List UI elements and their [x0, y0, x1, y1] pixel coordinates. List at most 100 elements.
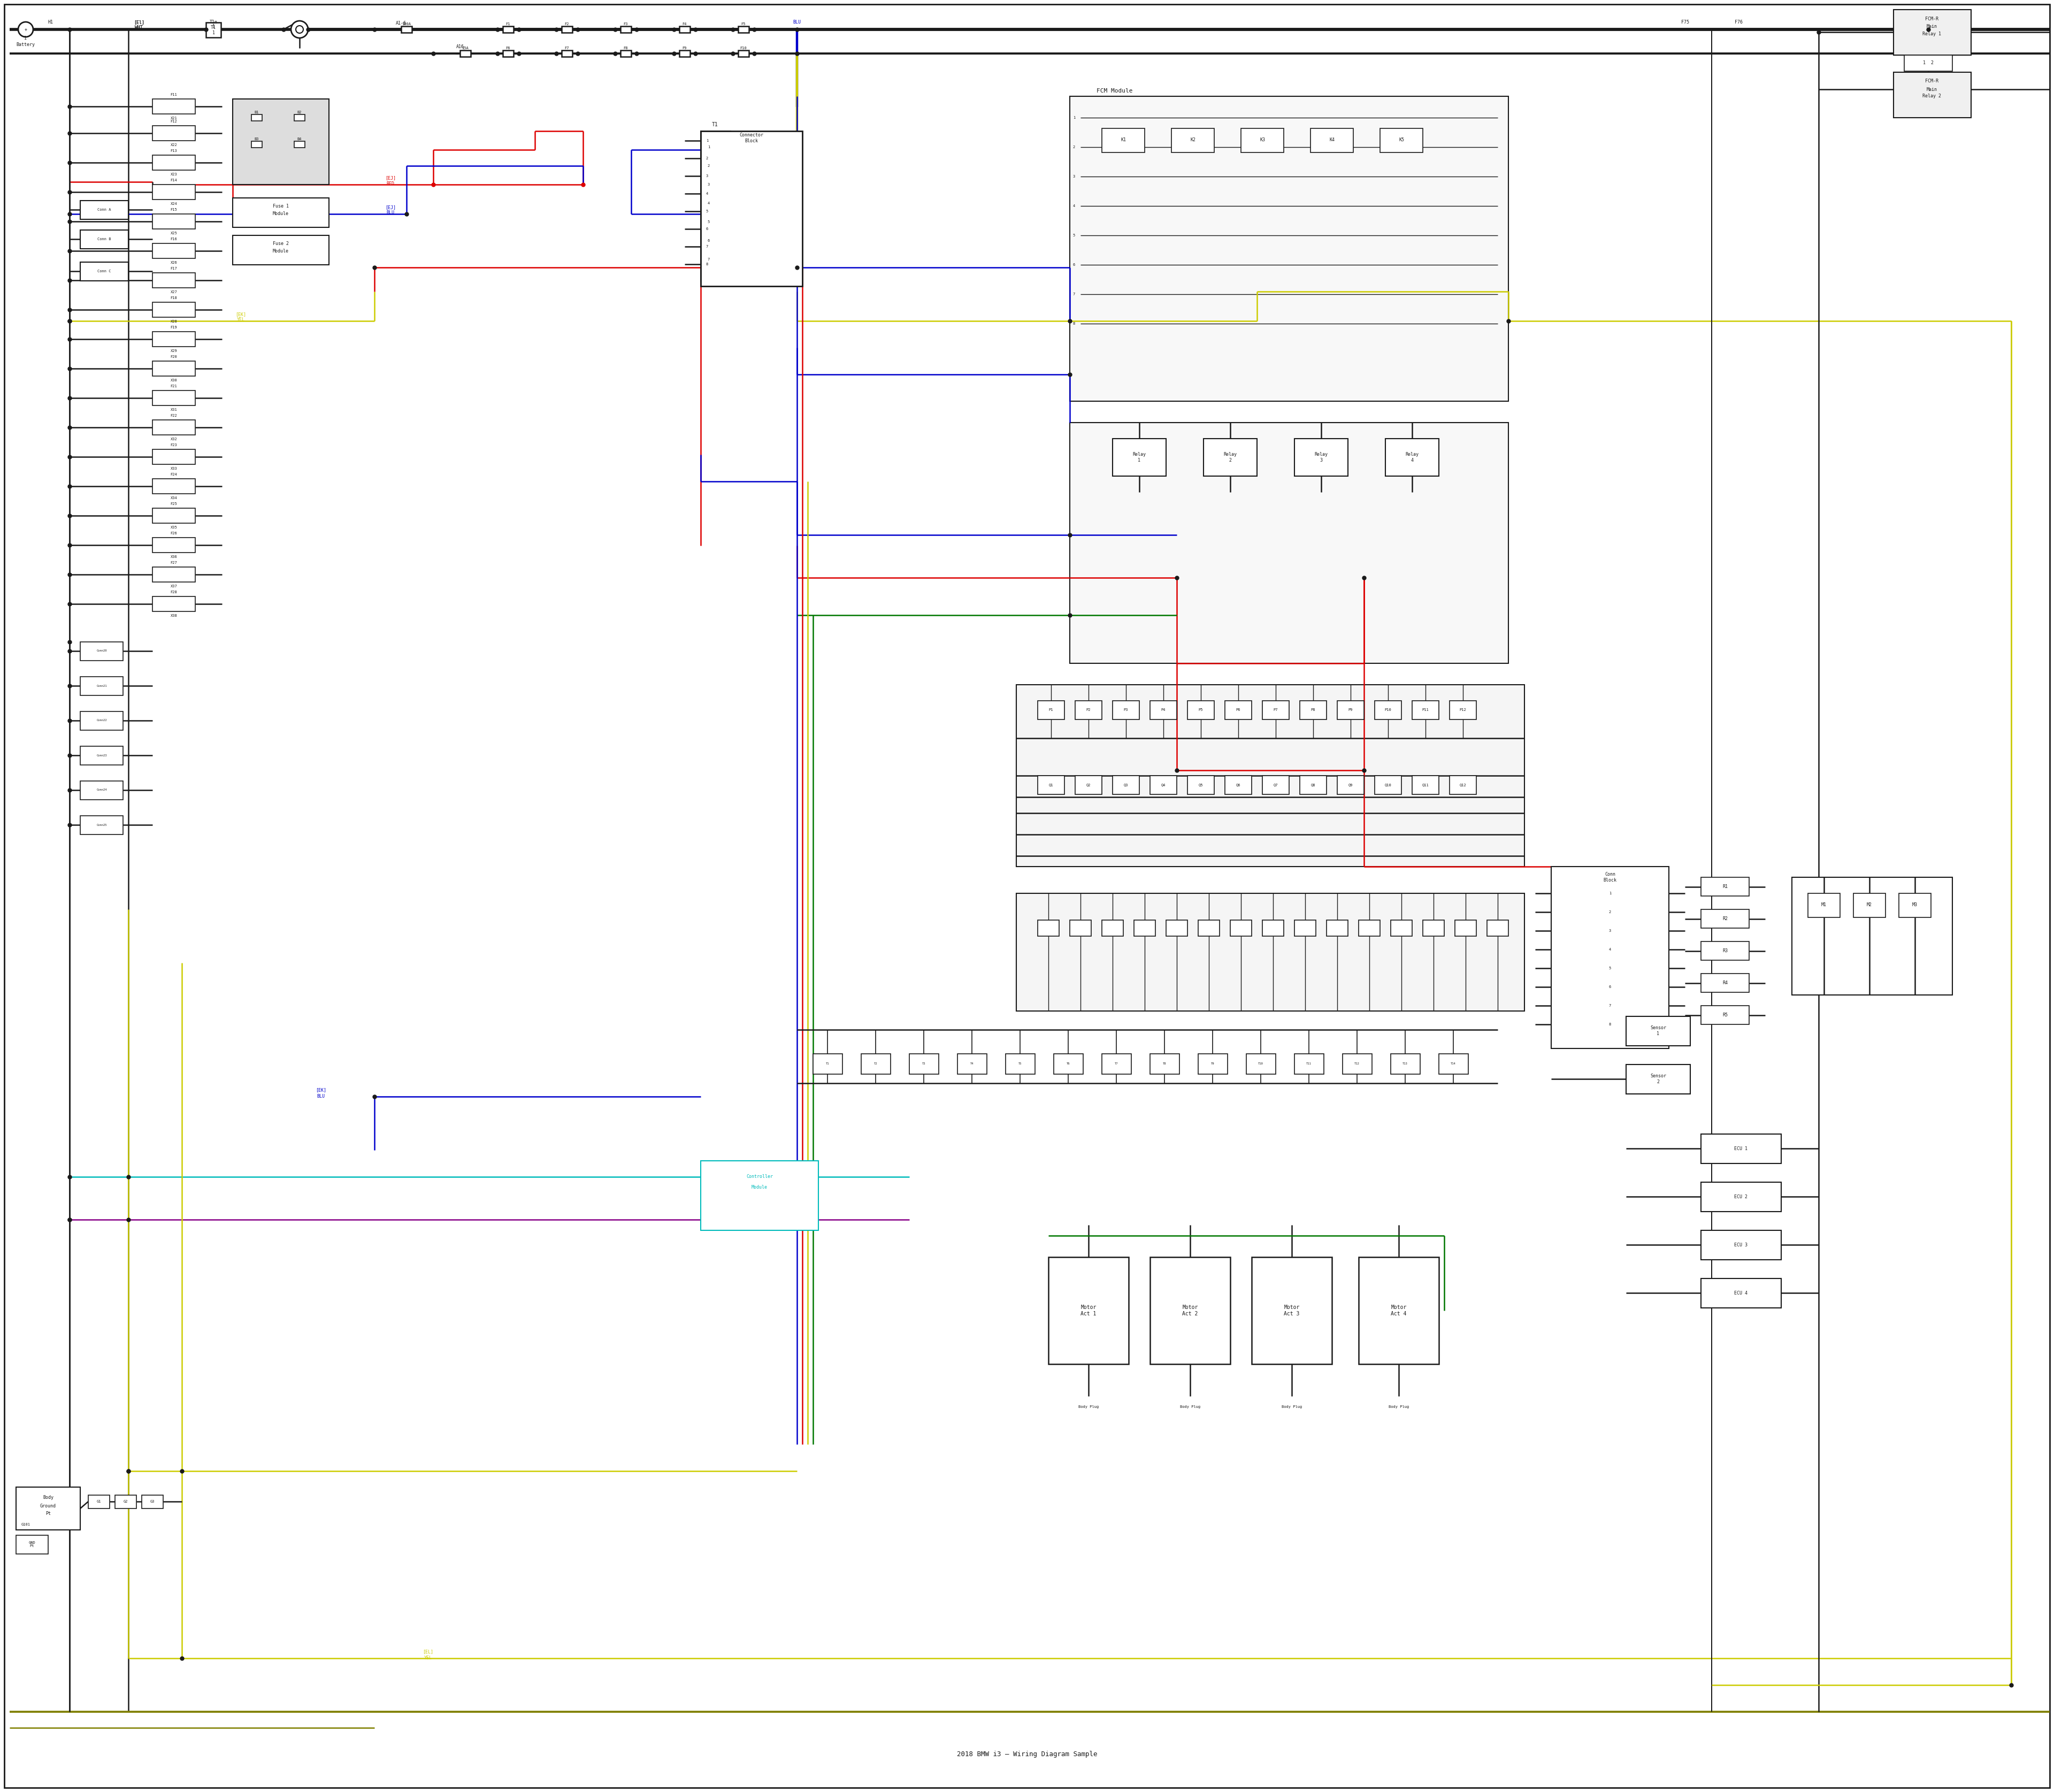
- Text: R5: R5: [1723, 1012, 1727, 1018]
- Bar: [1070, 919, 1091, 935]
- Text: A1-6: A1-6: [396, 20, 407, 25]
- Text: T1: T1: [826, 1063, 830, 1064]
- Text: 1: 1: [1072, 116, 1074, 120]
- Text: T8: T8: [1163, 1063, 1167, 1064]
- Text: YEL: YEL: [236, 317, 244, 323]
- Text: ECU 2: ECU 2: [1734, 1193, 1748, 1199]
- Text: F24: F24: [170, 473, 177, 477]
- Text: Conn21: Conn21: [97, 685, 107, 686]
- Text: Battery: Battery: [16, 41, 35, 47]
- Bar: [232, 197, 329, 228]
- Text: FCM-R: FCM-R: [1925, 79, 1939, 84]
- Text: X36: X36: [170, 556, 177, 559]
- Bar: [1070, 97, 1508, 401]
- Bar: [1294, 919, 1317, 935]
- Bar: [1310, 129, 1354, 152]
- Text: F25: F25: [170, 502, 177, 505]
- Text: 3: 3: [1608, 930, 1610, 932]
- Bar: [1701, 1231, 1781, 1260]
- Bar: [80, 781, 123, 799]
- Text: 2018 BMW i3 – Wiring Diagram Sample: 2018 BMW i3 – Wiring Diagram Sample: [957, 1751, 1097, 1758]
- Text: K5: K5: [1399, 138, 1405, 143]
- Text: Q5: Q5: [1200, 783, 1204, 787]
- Bar: [1701, 1278, 1781, 1308]
- Circle shape: [18, 22, 33, 38]
- Bar: [80, 745, 123, 765]
- Text: 1: 1: [212, 25, 216, 29]
- Bar: [503, 50, 514, 57]
- Text: M2: M2: [1867, 903, 1871, 907]
- Text: Fuse 2: Fuse 2: [273, 240, 290, 246]
- Text: R4: R4: [1723, 980, 1727, 986]
- Bar: [1224, 701, 1251, 719]
- Text: X23: X23: [170, 172, 177, 176]
- Bar: [910, 1054, 939, 1073]
- Text: F8: F8: [624, 47, 629, 50]
- Text: X37: X37: [170, 584, 177, 588]
- Text: B4: B4: [298, 138, 302, 142]
- Text: 1: 1: [1608, 892, 1610, 894]
- Bar: [1791, 878, 1953, 995]
- Bar: [1037, 919, 1060, 935]
- Bar: [152, 391, 195, 405]
- Text: T1n: T1n: [210, 20, 218, 25]
- Text: Relay
3: Relay 3: [1315, 452, 1327, 462]
- Text: X24: X24: [170, 202, 177, 206]
- Text: GND
Pt: GND Pt: [29, 1541, 35, 1548]
- Bar: [1413, 701, 1440, 719]
- Bar: [1701, 941, 1750, 961]
- Text: 1: 1: [212, 30, 216, 36]
- Text: 5: 5: [707, 210, 709, 213]
- Text: Relay 2: Relay 2: [1923, 93, 1941, 99]
- Text: [El]: [El]: [134, 20, 144, 25]
- Bar: [1113, 701, 1140, 719]
- Text: 4: 4: [1608, 948, 1610, 952]
- Bar: [1134, 919, 1154, 935]
- Bar: [251, 115, 263, 120]
- Text: 2: 2: [1608, 910, 1610, 914]
- Bar: [1701, 878, 1750, 896]
- Text: X28: X28: [170, 321, 177, 323]
- Text: 1: 1: [707, 140, 709, 142]
- Text: Conn25: Conn25: [97, 824, 107, 826]
- Text: 4: 4: [1072, 204, 1074, 208]
- Bar: [1054, 1054, 1082, 1073]
- Text: T7: T7: [1115, 1063, 1117, 1064]
- Text: X25: X25: [170, 231, 177, 235]
- Bar: [152, 332, 195, 346]
- Text: 100A: 100A: [403, 23, 411, 25]
- Bar: [80, 229, 127, 249]
- Bar: [1384, 439, 1440, 477]
- Text: BLU: BLU: [316, 1095, 325, 1098]
- Text: T9: T9: [1212, 1063, 1214, 1064]
- Text: 1: 1: [25, 36, 27, 41]
- Text: F12: F12: [170, 120, 177, 124]
- Text: ECU 1: ECU 1: [1734, 1147, 1748, 1150]
- Bar: [1358, 1256, 1440, 1364]
- Text: M3: M3: [1912, 903, 1918, 907]
- Bar: [1808, 894, 1840, 918]
- Text: B2: B2: [298, 111, 302, 115]
- Text: F19: F19: [170, 326, 177, 330]
- Bar: [80, 262, 127, 281]
- Text: Module: Module: [273, 249, 290, 254]
- Text: Q6: Q6: [1237, 783, 1241, 787]
- Text: P7: P7: [1273, 708, 1278, 711]
- Text: 4: 4: [707, 192, 709, 195]
- Bar: [1440, 1054, 1469, 1073]
- Text: T14: T14: [1450, 1063, 1456, 1064]
- Text: Relay
1: Relay 1: [1132, 452, 1146, 462]
- Text: 6: 6: [1608, 986, 1610, 989]
- Text: T5: T5: [1019, 1063, 1021, 1064]
- Bar: [1337, 701, 1364, 719]
- Bar: [700, 131, 803, 287]
- Text: X35: X35: [170, 525, 177, 529]
- Text: P10: P10: [1384, 708, 1391, 711]
- Bar: [1171, 129, 1214, 152]
- Text: H1: H1: [47, 20, 53, 25]
- Text: +: +: [25, 27, 27, 32]
- Text: Sensor
2: Sensor 2: [1649, 1073, 1666, 1084]
- Text: Body Plug: Body Plug: [1078, 1405, 1099, 1409]
- Text: F28: F28: [170, 591, 177, 593]
- Bar: [1263, 919, 1284, 935]
